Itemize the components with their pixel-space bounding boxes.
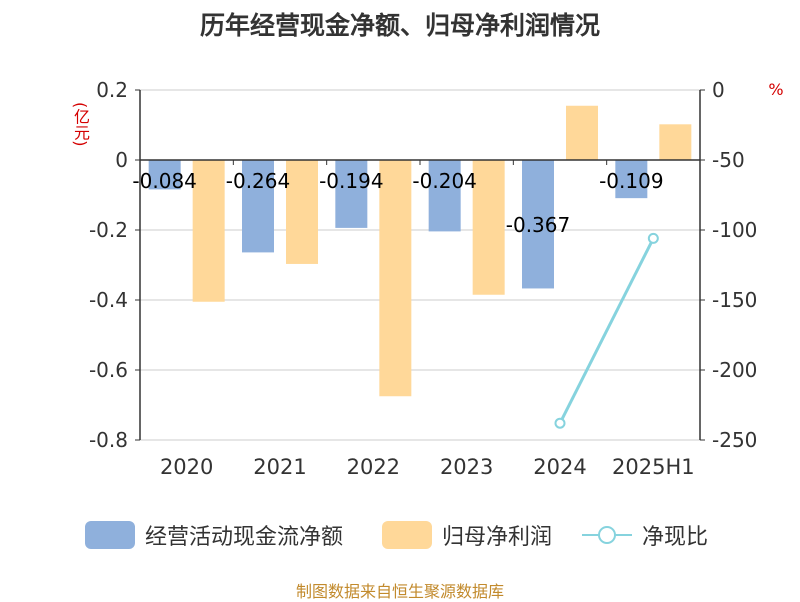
- bar-net-profit: [192, 160, 225, 302]
- data-label-cash-flow: -0.084: [132, 169, 196, 193]
- data-label-cash-flow: -0.194: [319, 169, 383, 193]
- left-axis-tick-label: -0.4: [89, 288, 128, 312]
- bar-cash-flow: [615, 160, 648, 199]
- legend-swatch-profit: [382, 521, 432, 549]
- right-axis-tick-label: 0: [712, 78, 725, 102]
- right-axis-tick-label: -50: [712, 148, 745, 172]
- legend-item-cash[interactable]: 经营活动现金流净额: [85, 518, 343, 552]
- bar-net-profit: [379, 160, 412, 397]
- legend-swatch-cash: [85, 521, 135, 549]
- left-axis-tick-label: -0.6: [89, 358, 128, 382]
- right-axis-tick-label: -150: [712, 288, 757, 312]
- legend-label-ratio: 净现比: [642, 525, 709, 550]
- left-axis-tick-label: 0.2: [96, 78, 128, 102]
- legend-label-profit: 归母净利润: [442, 525, 553, 550]
- data-label-cash-flow: -0.367: [506, 213, 570, 237]
- legend: 经营活动现金流净额 归母净利润 净现比: [0, 518, 800, 552]
- data-label-cash-flow: -0.204: [412, 169, 476, 193]
- left-axis-tick-label: -0.8: [89, 428, 128, 452]
- line-net-cash-ratio: [558, 237, 655, 424]
- left-axis-tick-label: 0: [115, 148, 128, 172]
- bar-cash-flow: [335, 160, 368, 228]
- bar-net-profit: [659, 124, 692, 160]
- x-axis-tick-label: 2025H1: [612, 455, 695, 479]
- source-note: 制图数据来自恒生聚源数据库: [295, 582, 504, 601]
- bar-net-profit: [472, 160, 505, 295]
- bar-cash-flow: [242, 160, 274, 253]
- left-axis-unit-label: (亿元): [71, 101, 90, 147]
- bar-cash-flow: [428, 160, 461, 232]
- right-axis-tick-label: -100: [712, 218, 757, 242]
- data-label-cash-flow: -0.264: [226, 169, 290, 193]
- legend-item-ratio[interactable]: 净现比: [582, 518, 708, 552]
- legend-swatch-ratio: [582, 526, 632, 544]
- right-axis-tick-label: -250: [712, 428, 757, 452]
- x-axis-tick-label: 2020: [160, 455, 213, 479]
- bar-cash-flow: [148, 160, 181, 190]
- x-axis-tick-label: 2021: [253, 455, 306, 479]
- right-axis-tick-label: -200: [712, 358, 757, 382]
- data-label-cash-flow: -0.109: [599, 169, 663, 193]
- point-net-cash-ratio: [647, 232, 659, 244]
- bar-net-profit: [566, 105, 598, 160]
- bar-net-profit: [286, 160, 318, 264]
- left-axis-tick-label: -0.2: [89, 218, 128, 242]
- point-net-cash-ratio: [554, 417, 566, 429]
- x-axis-tick-label: 2023: [440, 455, 493, 479]
- chart-title: 历年经营现金净额、归母净利润情况: [199, 11, 600, 40]
- x-axis-tick-label: 2022: [347, 455, 400, 479]
- bar-cash-flow: [522, 160, 554, 289]
- x-axis-tick-label: 2024: [533, 455, 586, 479]
- right-axis-unit-label: %: [768, 80, 784, 99]
- legend-item-profit[interactable]: 归母净利润: [382, 518, 552, 552]
- legend-label-cash: 经营活动现金流净额: [145, 525, 344, 550]
